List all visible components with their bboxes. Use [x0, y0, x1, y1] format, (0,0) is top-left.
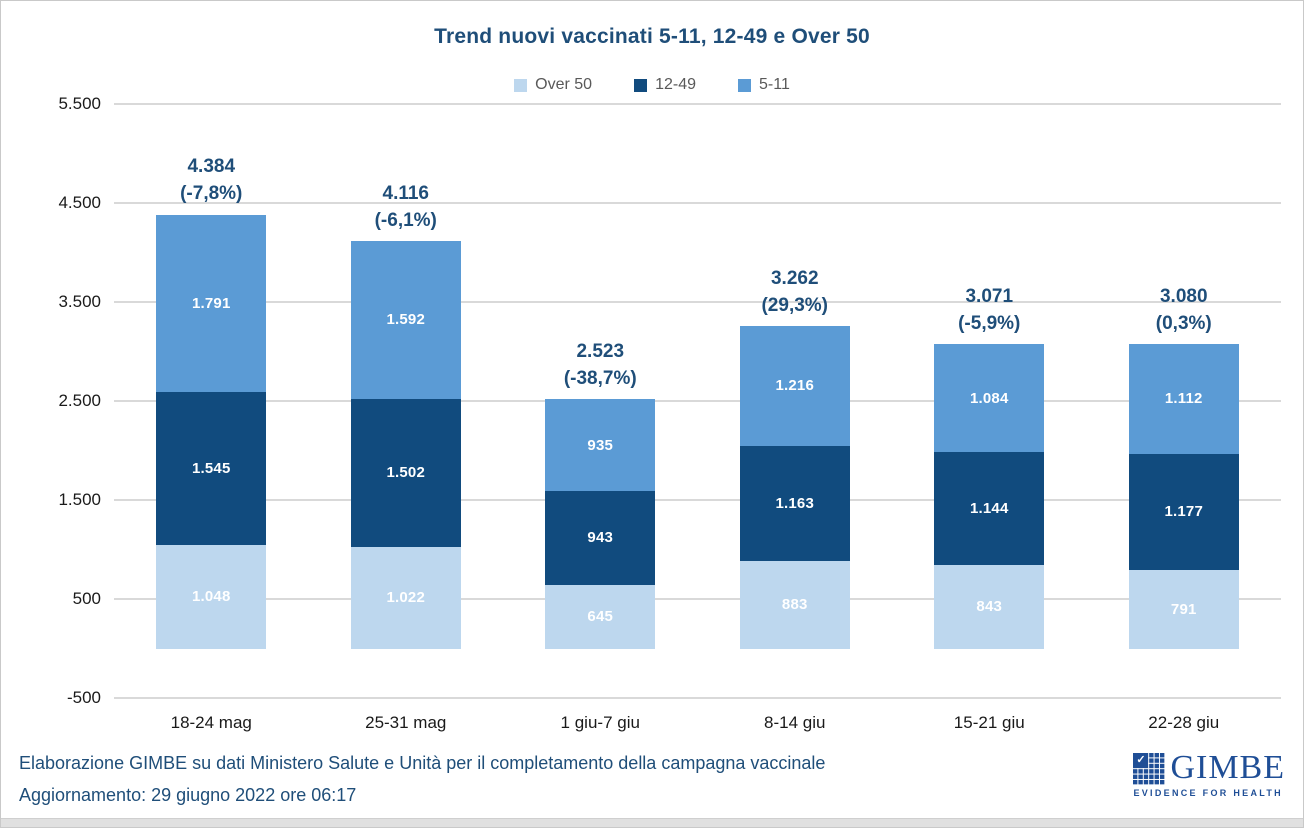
- segment-value-label: 1.084: [969, 389, 1009, 407]
- segment-value-label: 1.112: [1164, 390, 1203, 408]
- total-percent-change: (-5,9%): [958, 313, 1021, 335]
- bar-segment-over-50: 883: [739, 561, 850, 649]
- bar-total-label: 4.384 (-7,8%): [114, 153, 309, 207]
- total-value: 3.262: [770, 267, 819, 289]
- y-tick-label: 500: [72, 589, 101, 608]
- segment-value-label: 843: [976, 598, 1003, 616]
- legend-item-over-50: Over 50: [514, 76, 592, 94]
- bar-segment-12-49: 943: [545, 491, 656, 585]
- gimbe-grid-icon: ✓: [1133, 753, 1166, 785]
- grid-line: [114, 598, 1281, 600]
- y-tick-label: 2.500: [58, 391, 101, 410]
- chart-legend: Over 50 12-49 5-11: [1, 76, 1303, 94]
- legend-item-5-11: 5-11: [738, 76, 790, 94]
- x-category-label: 1 giu-7 giu: [560, 713, 640, 732]
- grid-line: [114, 697, 1281, 699]
- legend-swatch-icon: [514, 78, 528, 92]
- total-percent-change: (-38,7%): [563, 367, 637, 389]
- grid-line: [114, 103, 1281, 105]
- y-tick-label: -500: [66, 688, 101, 707]
- gimbe-logo: ✓ GIMBE EVIDENCE FOR HEALTH: [1133, 749, 1285, 798]
- bar-total-label: 3.071 (-5,9%): [892, 283, 1087, 337]
- total-value: 4.116: [382, 183, 430, 205]
- segment-value-label: 935: [587, 436, 614, 454]
- plot-area: 1.048 1.545 1.791 4.384 (-7,8%) 1.022 1.502 1.5…: [114, 103, 1282, 699]
- y-tick-label: 1.500: [58, 490, 101, 509]
- update-timestamp: Aggiornamento: 29 giugno 2022 ore 06:17: [19, 785, 357, 805]
- segment-value-label: 1.048: [191, 588, 231, 606]
- total-percent-change: (0,3%): [1155, 312, 1212, 334]
- segment-value-label: 1.144: [969, 499, 1009, 517]
- chart-title: Trend nuovi vaccinati 5-11, 12-49 e Over…: [434, 25, 870, 48]
- x-category-label: 25-31 mag: [365, 713, 447, 732]
- total-value: 4.384: [187, 156, 236, 178]
- total-value: 2.523: [576, 340, 625, 362]
- segment-value-label: 943: [587, 529, 614, 547]
- x-category-label: 15-21 giu: [953, 713, 1025, 732]
- bar-segment-5-11: 1.112: [1128, 343, 1239, 454]
- bar-segment-12-49: 1.144: [934, 451, 1045, 566]
- grid-line: [114, 400, 1281, 402]
- x-category-label: 18-24 mag: [170, 713, 252, 732]
- bar-segment-12-49: 1.177: [1128, 453, 1239, 571]
- bar-segment-over-50: 791: [1128, 570, 1239, 649]
- segment-value-label: 1.177: [1164, 503, 1204, 521]
- gimbe-tagline: EVIDENCE FOR HEALTH: [1133, 788, 1283, 798]
- y-tick-label: 4.500: [58, 193, 101, 212]
- bar-segment-12-49: 1.163: [739, 445, 850, 562]
- bar-total-label: 4.116 (-6,1%): [309, 180, 504, 234]
- segment-value-label: 1.163: [775, 495, 815, 513]
- bar-segment-5-11: 1.791: [156, 214, 267, 392]
- source-note: Elaborazione GIMBE su dati Ministero Sal…: [19, 753, 826, 773]
- bar-total-label: 2.523 (-38,7%): [503, 338, 698, 392]
- segment-value-label: 1.545: [191, 459, 231, 477]
- legend-swatch-icon: [634, 78, 648, 92]
- bar-segment-5-11: 935: [545, 398, 656, 492]
- bottom-border-band: [1, 818, 1303, 827]
- gimbe-logo-text: GIMBE: [1170, 749, 1285, 786]
- total-percent-change: (-6,1%): [374, 210, 437, 232]
- bar-total-label: 3.262 (29,3%): [698, 265, 893, 319]
- check-icon: ✓: [1133, 753, 1149, 768]
- segment-value-label: 1.216: [775, 377, 815, 395]
- x-category-label: 8-14 giu: [764, 713, 826, 732]
- segment-value-label: 883: [781, 596, 808, 614]
- bar-total-label: 3.080 (0,3%): [1087, 283, 1282, 337]
- segment-value-label: 791: [1170, 600, 1197, 618]
- bar-segment-5-11: 1.084: [934, 344, 1045, 452]
- x-category-label: 22-28 giu: [1148, 713, 1220, 732]
- total-percent-change: (-7,8%): [180, 183, 243, 205]
- segment-value-label: 1.592: [386, 311, 426, 329]
- bar-segment-5-11: 1.592: [350, 241, 461, 399]
- bar-segment-over-50: 1.022: [350, 547, 461, 649]
- total-percent-change: (29,3%): [761, 294, 829, 316]
- bar-segment-5-11: 1.216: [739, 325, 850, 446]
- total-value: 3.071: [965, 286, 1014, 308]
- bar-segment-over-50: 1.048: [156, 544, 267, 649]
- legend-label: 5-11: [759, 76, 790, 93]
- bar-segment-over-50: 843: [934, 565, 1045, 649]
- segment-value-label: 1.791: [191, 294, 231, 312]
- y-tick-label: 5.500: [58, 94, 101, 113]
- total-value: 3.080: [1159, 285, 1208, 307]
- segment-value-label: 1.022: [386, 589, 426, 607]
- grid-line: [114, 301, 1281, 303]
- bar-segment-over-50: 645: [545, 584, 656, 649]
- segment-value-label: 1.502: [386, 464, 426, 482]
- bar-segment-12-49: 1.545: [156, 391, 267, 545]
- y-tick-label: 3.500: [58, 292, 101, 311]
- grid-line: [114, 202, 1281, 204]
- bar-segment-12-49: 1.502: [350, 398, 461, 548]
- legend-item-12-49: 12-49: [634, 76, 696, 94]
- legend-label: 12-49: [655, 76, 696, 93]
- grid-line: [114, 499, 1281, 501]
- segment-value-label: 645: [587, 608, 614, 626]
- legend-label: Over 50: [535, 76, 593, 93]
- legend-swatch-icon: [738, 78, 751, 92]
